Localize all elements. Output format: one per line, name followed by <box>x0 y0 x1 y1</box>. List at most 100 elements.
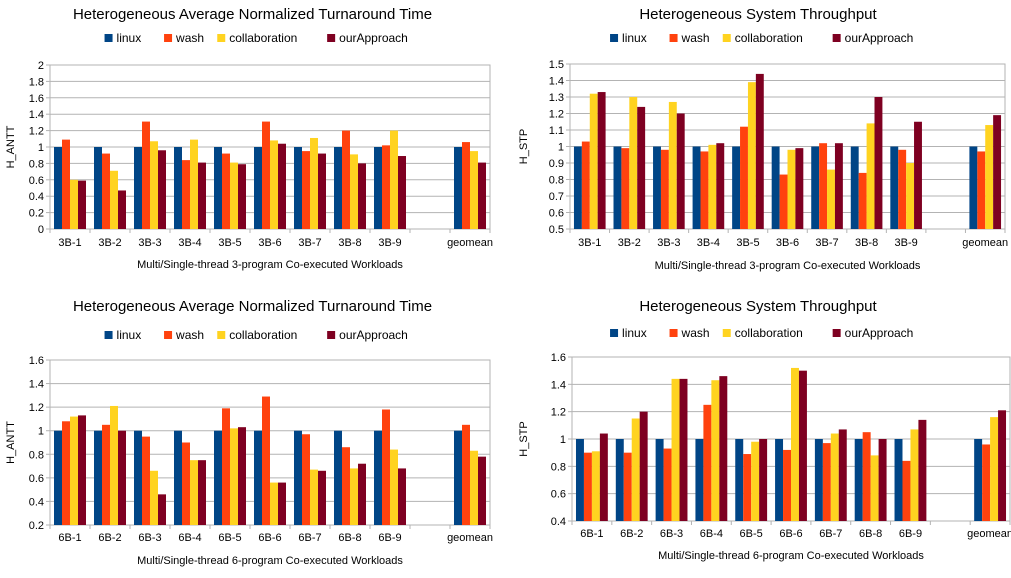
bar-wash-3B-8 <box>342 130 350 229</box>
legend-label-wash: wash <box>681 31 710 45</box>
bar-collaboration-6B-1 <box>70 416 78 525</box>
y-tick-label: 0.8 <box>29 158 44 170</box>
bar-collaboration-3B-9 <box>906 163 915 229</box>
legend-label-wash: wash <box>681 326 710 340</box>
bar-ourApproach-6B-8 <box>358 463 366 525</box>
bar-linux-6B-7 <box>814 439 823 521</box>
legend-label-linux: linux <box>117 328 142 342</box>
bar-collaboration-3B-1 <box>70 179 78 229</box>
bar-linux-6B-6 <box>254 430 262 525</box>
chart-antt-6-program: Heterogeneous Average Normalized Turnaro… <box>0 287 505 573</box>
legend-swatch-collaboration <box>722 329 731 337</box>
bar-collaboration-6B-6 <box>270 482 278 525</box>
bar-linux-6B-1 <box>54 430 62 525</box>
x-tick-label: 6B-9 <box>899 528 922 540</box>
bar-ourApproach-6B-6 <box>278 482 286 525</box>
bar-wash-3B-4 <box>182 160 190 229</box>
bar-ourApproach-6B-1 <box>599 433 608 521</box>
bar-wash-6B-2 <box>623 452 632 521</box>
bar-wash-6B-4 <box>182 442 190 525</box>
x-tick-label: 6B-2 <box>98 532 121 544</box>
legend-label-collaboration: collaboration <box>735 326 803 340</box>
legend-swatch-collaboration <box>217 34 226 42</box>
bar-linux-6B-4 <box>174 430 182 525</box>
chart-antt-3-program-svg: Heterogeneous Average Normalized Turnaro… <box>5 6 493 271</box>
bar-wash-geomean <box>462 424 470 525</box>
x-tick-label: 6B-5 <box>218 532 241 544</box>
bar-collaboration-3B-4 <box>708 144 717 229</box>
bar-ourApproach-6B-9 <box>398 468 406 525</box>
bar-linux-3B-7 <box>294 147 302 229</box>
x-tick-label: 6B-6 <box>779 528 802 540</box>
bar-wash-3B-3 <box>660 149 669 229</box>
bar-wash-3B-4 <box>700 151 709 229</box>
bar-wash-6B-7 <box>302 434 310 525</box>
bar-collaboration-6B-3 <box>150 470 158 525</box>
chart-title: Heterogeneous Average Normalized Turnaro… <box>73 298 432 315</box>
bar-wash-6B-4 <box>703 404 712 521</box>
y-tick-label: 0.2 <box>29 208 44 220</box>
bar-collaboration-geomean <box>990 417 999 521</box>
bar-collaboration-6B-1 <box>591 451 600 521</box>
y-tick-label: 1.3 <box>549 92 564 104</box>
chart-title: Heterogeneous System Throughput <box>639 6 877 23</box>
legend-swatch-ourApproach <box>832 34 841 42</box>
bar-ourApproach-6B-9 <box>918 419 927 521</box>
legend-label-collaboration: collaboration <box>229 31 297 45</box>
legend-label-linux: linux <box>622 326 647 340</box>
bar-collaboration-6B-4 <box>711 380 720 521</box>
bar-collaboration-3B-6 <box>270 140 278 229</box>
chart-stp-6-program: Heterogeneous System Throughput linux wash… <box>505 287 1011 573</box>
bar-wash-3B-3 <box>142 121 150 229</box>
legend-label-linux: linux <box>117 31 142 45</box>
bar-collaboration-6B-7 <box>310 469 318 525</box>
bar-linux-6B-3 <box>134 430 142 525</box>
bar-collaboration-6B-2 <box>110 405 118 525</box>
y-tick-label: 1.2 <box>549 109 564 121</box>
bar-linux-3B-5 <box>732 146 741 229</box>
legend-swatch-wash <box>164 34 173 42</box>
bar-linux-6B-9 <box>374 430 382 525</box>
y-tick-label: 0.6 <box>29 473 44 485</box>
bar-ourApproach-3B-3 <box>158 150 166 229</box>
bar-collaboration-3B-5 <box>230 162 238 229</box>
bar-ourApproach-6B-3 <box>158 494 166 525</box>
bar-wash-geomean <box>977 151 986 229</box>
x-tick-label: 3B-1 <box>578 237 601 249</box>
x-tick-label: geomean <box>967 528 1011 540</box>
legend-swatch-ourApproach <box>832 329 841 337</box>
bar-wash-3B-8 <box>858 172 867 229</box>
bar-collaboration-3B-1 <box>589 93 598 229</box>
bar-wash-3B-7 <box>819 143 828 229</box>
x-tick-label: 3B-4 <box>178 237 201 249</box>
bar-collaboration-3B-6 <box>787 149 796 229</box>
bar-linux-3B-1 <box>573 146 582 229</box>
bar-ourApproach-6B-7 <box>318 470 326 525</box>
bar-linux-6B-2 <box>94 430 102 525</box>
bar-collaboration-6B-9 <box>910 429 919 521</box>
x-tick-label: 6B-7 <box>819 528 842 540</box>
x-tick-label: geomean <box>447 237 493 249</box>
x-tick-label: 3B-4 <box>697 237 720 249</box>
bar-wash-6B-7 <box>822 443 831 521</box>
y-tick-label: 1 <box>38 426 44 438</box>
x-tick-label: 3B-7 <box>815 237 838 249</box>
y-tick-label: 1 <box>558 142 564 154</box>
bar-ourApproach-6B-5 <box>238 427 246 525</box>
bar-collaboration-3B-7 <box>827 169 835 229</box>
x-tick-label: 6B-3 <box>138 532 161 544</box>
bar-linux-3B-9 <box>890 146 899 229</box>
bar-ourApproach-3B-5 <box>755 73 764 230</box>
legend-label-ourApproach: ourApproach <box>845 31 914 45</box>
x-tick-label: 6B-2 <box>620 528 643 540</box>
bar-collaboration-6B-9 <box>390 449 398 525</box>
x-tick-label: 6B-4 <box>700 528 723 540</box>
bar-linux-6B-7 <box>294 430 302 525</box>
bar-collaboration-6B-2 <box>631 418 640 521</box>
x-tick-label: 3B-3 <box>657 237 680 249</box>
bar-wash-3B-6 <box>262 121 270 229</box>
x-axis-label: Multi/Single-thread 6-program Co-execute… <box>137 555 403 567</box>
y-tick-label: 1.4 <box>29 379 44 391</box>
x-tick-label: geomean <box>447 532 493 544</box>
y-tick-label: 1.2 <box>551 407 566 419</box>
